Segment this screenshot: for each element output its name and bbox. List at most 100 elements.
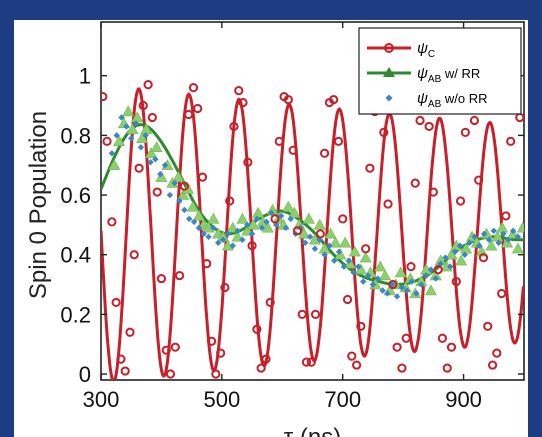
marker-psi-c xyxy=(347,351,357,361)
marker-psi-c xyxy=(283,94,293,105)
legend-psi-c-marker xyxy=(384,43,394,53)
marker-psi-c xyxy=(220,282,230,293)
marker-psi-ab-no-rr xyxy=(413,290,420,297)
marker-psi-ab-no-rr xyxy=(384,290,391,297)
marker-psi-c xyxy=(184,109,194,120)
marker-psi-c xyxy=(225,196,235,206)
marker-psi-c xyxy=(156,273,167,284)
marker-psi-c xyxy=(292,226,302,236)
marker-psi-c xyxy=(120,366,130,376)
marker-psi-ab-rr xyxy=(207,212,220,224)
marker-psi-ab-rr xyxy=(445,248,458,260)
marker-psi-ab-no-rr xyxy=(466,239,473,246)
marker-psi-ab-rr xyxy=(496,221,509,233)
marker-psi-ab-no-rr xyxy=(132,120,140,127)
marker-psi-c xyxy=(315,229,325,239)
marker-psi-ab-no-rr xyxy=(229,242,236,249)
legend-box xyxy=(358,27,522,115)
marker-psi-ab-no-rr xyxy=(181,206,188,214)
y-tick-label: 0.6 xyxy=(60,183,91,208)
marker-psi-c xyxy=(356,321,366,331)
marker-psi-ab-no-rr xyxy=(161,162,169,169)
marker-psi-ab-no-rr xyxy=(128,135,135,142)
marker-psi-c xyxy=(170,342,180,352)
marker-psi-ab-rr xyxy=(145,147,158,158)
marker-psi-c xyxy=(333,136,344,146)
marker-psi-ab-no-rr xyxy=(509,227,517,235)
marker-psi-ab-rr xyxy=(374,260,387,272)
marker-psi-ab-no-rr xyxy=(456,242,464,249)
marker-psi-ab-no-rr xyxy=(248,230,256,238)
marker-psi-ab-no-rr xyxy=(190,218,198,226)
marker-psi-ab-rr xyxy=(329,236,342,248)
legend-label: ψAB w/o RR xyxy=(417,90,488,110)
marker-psi-ab-no-rr xyxy=(186,215,193,223)
marker-psi-ab-rr xyxy=(177,188,190,200)
marker-psi-c xyxy=(238,97,248,108)
marker-psi-c xyxy=(401,333,411,343)
legend-suffix: w/ RR xyxy=(441,66,480,81)
marker-psi-c xyxy=(492,348,502,358)
marker-psi-c xyxy=(288,145,298,155)
marker-psi-ab-rr xyxy=(313,218,326,230)
marker-psi-ab-rr xyxy=(252,206,265,218)
marker-psi-ab-no-rr xyxy=(408,278,415,285)
marker-psi-ab-no-rr xyxy=(326,242,333,249)
marker-psi-ab-rr xyxy=(359,251,372,263)
marker-psi-c xyxy=(410,178,420,188)
marker-psi-ab-no-rr xyxy=(277,212,285,220)
marker-psi-ab-rr xyxy=(343,257,356,269)
marker-psi-ab-no-rr xyxy=(331,257,338,264)
marker-psi-ab-no-rr xyxy=(369,281,377,288)
marker-psi-ab-rr xyxy=(282,200,295,212)
marker-psi-ab-rr xyxy=(334,248,347,260)
legend-subscript: C xyxy=(428,49,435,60)
marker-psi-c xyxy=(424,121,434,132)
marker-psi-ab-no-rr xyxy=(205,233,212,240)
marker-psi-c xyxy=(478,253,489,263)
marker-psi-c xyxy=(179,181,189,191)
marker-psi-ab-no-rr xyxy=(495,239,502,246)
marker-psi-ab-rr xyxy=(339,236,352,248)
marker-psi-c xyxy=(433,265,443,275)
marker-psi-c xyxy=(102,136,112,146)
marker-psi-c xyxy=(188,83,199,93)
marker-psi-ab-no-rr xyxy=(302,239,309,246)
axes-box xyxy=(100,21,525,381)
marker-psi-ab-no-rr xyxy=(123,123,130,130)
marker-psi-ab-no-rr xyxy=(451,248,459,255)
marker-psi-c xyxy=(247,241,257,251)
marker-psi-c xyxy=(338,214,348,224)
marker-psi-ab-no-rr xyxy=(244,221,251,229)
marker-psi-c xyxy=(297,309,307,319)
marker-psi-ab-rr xyxy=(236,212,249,224)
marker-psi-c xyxy=(306,357,316,367)
marker-psi-c xyxy=(406,262,416,272)
marker-psi-c xyxy=(506,136,516,146)
marker-psi-c xyxy=(383,199,393,209)
marker-psi-c xyxy=(319,148,330,158)
marker-psi-ab-rr xyxy=(155,171,168,182)
marker-psi-ab-rr xyxy=(247,218,260,230)
marker-psi-c xyxy=(256,363,266,373)
marker-psi-ab-no-rr xyxy=(171,179,178,187)
marker-psi-c xyxy=(134,163,144,173)
marker-psi-ab-rr xyxy=(424,284,437,296)
marker-psi-ab-no-rr xyxy=(176,197,183,205)
x-tick-label: 700 xyxy=(324,387,361,412)
marker-psi-c xyxy=(147,112,157,123)
marker-psi-ab-no-rr xyxy=(224,230,232,238)
marker-psi-ab-no-rr xyxy=(360,278,367,285)
marker-psi-ab-no-rr xyxy=(398,284,406,291)
marker-psi-c xyxy=(111,297,121,308)
marker-psi-c xyxy=(501,211,511,221)
x-tick-label: 900 xyxy=(445,387,482,412)
marker-psi-c xyxy=(101,91,108,102)
marker-psi-ab-no-rr xyxy=(142,132,149,139)
marker-psi-ab-no-rr xyxy=(374,275,381,282)
y-tick-label: 0.8 xyxy=(60,123,91,148)
marker-psi-c xyxy=(261,354,271,364)
marker-psi-c xyxy=(216,348,226,358)
marker-psi-c xyxy=(125,327,135,337)
